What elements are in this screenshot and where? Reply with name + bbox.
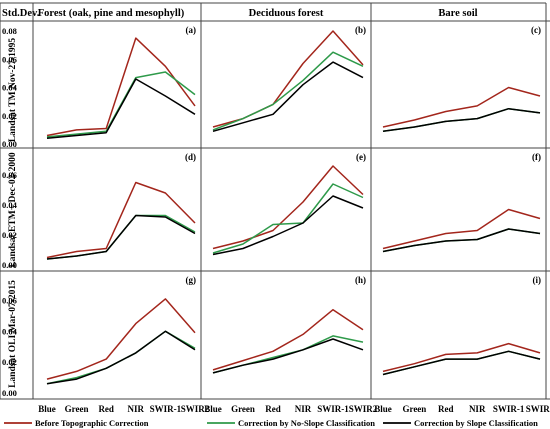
x-tick-label: SWIR2 — [526, 404, 550, 414]
panel-label: (f) — [532, 152, 541, 162]
x-tick-label: SWIR-1 — [317, 404, 349, 414]
panel-d: (d) 0.00 0.02 0.04 0.06 — [2, 152, 196, 270]
y-tick-label: 0.00 — [2, 260, 17, 270]
panel-label: (i) — [533, 275, 542, 285]
legend-label-before: Before Topographic Correction — [35, 418, 149, 428]
panel-label: (c) — [531, 25, 541, 35]
series-line-before — [382, 86, 541, 128]
series-line-before — [382, 342, 541, 373]
x-tick-label: Green — [65, 404, 89, 414]
y-tick-label: 0.02 — [2, 357, 17, 367]
x-tick-label: NIR — [128, 404, 145, 414]
series-line-before — [212, 165, 364, 250]
x-tick-label: Green — [231, 404, 255, 414]
panel-b: (b) — [212, 25, 366, 133]
panel-f: (f) — [382, 152, 541, 253]
y-tick-label: 0.06 — [2, 295, 17, 305]
series-line-noslope — [212, 51, 364, 131]
panel-label: (d) — [185, 152, 196, 162]
y-tick-label: 0.04 — [2, 200, 18, 210]
series-line-slope — [382, 350, 541, 376]
x-tick-label: SWIR-1 — [493, 404, 525, 414]
series-line-slope — [212, 338, 364, 374]
panel-c: (c) — [382, 25, 541, 133]
panel-label: (a) — [186, 25, 197, 35]
series-line-slope — [382, 107, 541, 133]
series-line-slope — [46, 78, 196, 140]
y-tick-label: 0.06 — [2, 170, 17, 180]
y-tick-label: 0.00 — [2, 139, 17, 149]
y-tick-label: 0.08 — [2, 26, 17, 36]
panel-e: (e) — [212, 152, 366, 256]
x-tick-label: NIR — [469, 404, 486, 414]
y-tick-label: 0.06 — [2, 54, 17, 64]
series-line-before — [212, 30, 364, 128]
x-tick-label: Red — [438, 404, 454, 414]
panel-grid: (a) 0.00 0.02 0.04 0.06 0.08 (b) (c) (d) 0.00 0.02… — [2, 25, 541, 398]
row-label-oli-2015: Landsat OLI Mar-07-2015 — [8, 280, 18, 388]
x-tick-label: Blue — [204, 404, 222, 414]
panel-label: (b) — [355, 25, 366, 35]
x-tick-label: NIR — [295, 404, 312, 414]
series-line-before — [212, 308, 364, 371]
series-line-slope — [46, 214, 196, 260]
x-tick-label: SWIR2 — [349, 404, 378, 414]
series-line-before — [382, 208, 541, 250]
x-tick-label: Red — [98, 404, 114, 414]
series-line-slope — [382, 228, 541, 253]
y-tick-label: 0.04 — [2, 83, 18, 93]
series-line-slope — [212, 195, 364, 256]
row-label-tm-1995: Landsat TM Nov-27-1995 — [8, 38, 18, 143]
legend-label-slope: Correction by Slope Classification — [414, 418, 538, 428]
panel-a: (a) 0.00 0.02 0.04 0.06 0.08 — [2, 25, 196, 149]
x-tick-label: Blue — [38, 404, 56, 414]
y-tick-label: 0.02 — [2, 111, 17, 121]
x-tick-label: Blue — [374, 404, 392, 414]
series-line-noslope — [382, 350, 541, 376]
series-line-noslope — [212, 183, 364, 254]
series-line-before — [46, 37, 196, 137]
series-line-slope — [212, 61, 364, 133]
y-tick-label: 0.04 — [2, 326, 18, 336]
series-line-before — [46, 298, 196, 380]
x-tick-label: Green — [402, 404, 426, 414]
column-header-deciduous: Deciduous forest — [249, 8, 324, 19]
y-tick-label: 0.02 — [2, 230, 17, 240]
x-tick-label: Red — [265, 404, 281, 414]
std-dev-label: Std.Dev. — [2, 8, 40, 19]
panel-g: (g) 0.00 0.02 0.04 0.06 — [2, 275, 196, 398]
y-tick-label: 0.00 — [2, 388, 17, 398]
legend-label-noslope: Correction by No-Slope Classification — [238, 418, 375, 428]
panel-label: (h) — [355, 275, 366, 285]
legend: Before Topographic Correction Correction… — [4, 418, 538, 428]
row-label-etm-2000: Landsat ETM+ Dec-02-2000 — [8, 152, 18, 267]
panel-label: (g) — [186, 275, 197, 285]
panel-label: (e) — [356, 152, 366, 162]
series-line-before — [46, 181, 196, 259]
x-tick-label: SWIR-1 — [150, 404, 182, 414]
x-tick-label: SWIR2 — [181, 404, 210, 414]
column-header-bare-soil: Bare soil — [438, 8, 477, 19]
series-line-noslope — [46, 330, 196, 385]
panel-i: (i) — [382, 275, 542, 376]
figure-grid-lines — [0, 2, 550, 400]
panel-h: (h) — [212, 275, 366, 374]
series-line-slope — [46, 330, 196, 385]
column-header-forest: Forest (oak, pine and mesophyll) — [38, 8, 185, 19]
